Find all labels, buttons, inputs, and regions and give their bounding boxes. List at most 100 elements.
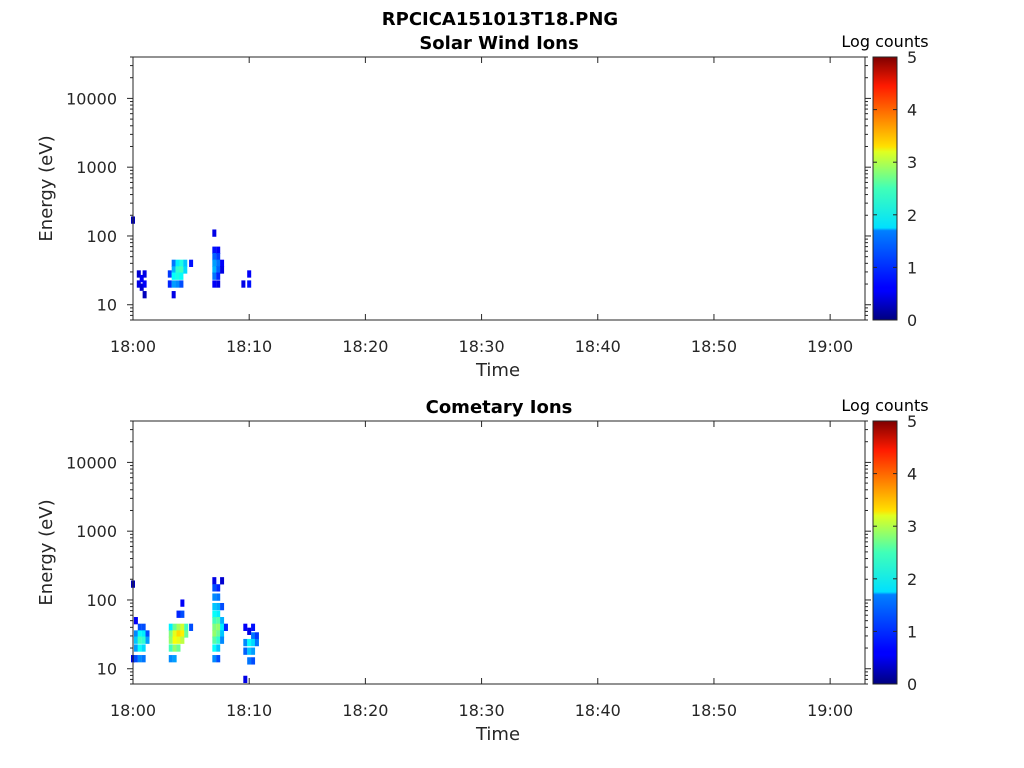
data-cell: [183, 259, 188, 267]
x-tick-label: 18:40: [575, 337, 621, 356]
data-cell: [212, 266, 217, 274]
plot-frame: [132, 56, 866, 321]
x-tick-label: 18:10: [226, 701, 272, 720]
data-cell: [212, 584, 217, 592]
data-cell: [137, 644, 142, 652]
data-cell: [247, 270, 252, 278]
data-cell: [212, 617, 217, 625]
y-tick-label: 10: [97, 296, 117, 315]
data-cell: [168, 644, 173, 652]
data-cell: [141, 655, 146, 663]
data-cell: [179, 266, 184, 274]
data-cell: [243, 638, 248, 647]
data-cell: [243, 623, 248, 631]
data-cell: [176, 636, 181, 644]
x-tick-label: 18:00: [110, 701, 156, 720]
data-cell: [167, 280, 172, 288]
data-cell: [171, 259, 176, 267]
data-cell: [212, 253, 217, 261]
data-cell: [175, 259, 180, 267]
data-cell: [220, 630, 225, 638]
data-cell: [184, 630, 189, 638]
data-cell: [133, 636, 138, 644]
cometary-ions-panel: Cometary Ions 18:00 18:10 18:20 18:30 18:40 18…: [36, 396, 929, 745]
data-cell: [247, 280, 252, 288]
data-cell: [175, 266, 180, 274]
data-cell: [212, 229, 217, 237]
plot-frame: [132, 420, 866, 685]
data-cell: [220, 636, 225, 644]
data-cell: [168, 630, 173, 638]
y-axis-label: Energy (eV): [36, 499, 57, 605]
x-tick-label: 18:40: [575, 701, 621, 720]
data-cell: [216, 644, 221, 652]
data-cell: [251, 623, 256, 631]
data-cell: [136, 280, 141, 288]
data-cell: [136, 270, 141, 278]
data-cell: [180, 599, 185, 607]
figure-title: RPCICA151013T18.PNG: [382, 9, 618, 30]
data-cell: [223, 623, 228, 631]
y-tick-label: 1000: [76, 522, 117, 541]
data-cell: [180, 636, 185, 644]
data-cell: [216, 593, 221, 601]
data-cell: [212, 272, 217, 280]
data-cell: [241, 280, 246, 288]
data-cell: [180, 630, 185, 638]
data-cell: [142, 270, 147, 278]
data-cell: [251, 638, 256, 647]
y-tick-label: 10000: [66, 453, 117, 472]
data-cell: [212, 246, 217, 254]
data-cell: [133, 617, 138, 625]
data-cell: [243, 647, 248, 655]
x-tick-label: 18:20: [342, 337, 388, 356]
data-cell: [216, 272, 221, 280]
data-cell: [139, 283, 144, 291]
data-cell: [167, 270, 172, 278]
colorbar-tick-label: 3: [907, 153, 917, 172]
data-cell: [216, 630, 221, 638]
data-cell: [212, 644, 217, 652]
data-cell: [137, 655, 142, 663]
data-cell: [247, 627, 252, 635]
data-cell: [251, 632, 256, 640]
colorbar-tick-label: 1: [907, 622, 917, 641]
x-tick-label: 19:00: [807, 337, 853, 356]
y-tick-label: 100: [86, 227, 117, 246]
colorbar-tick-label: 1: [907, 258, 917, 277]
data-cell: [247, 638, 252, 647]
colorbar-label: Log counts: [841, 396, 928, 415]
data-cell: [220, 259, 225, 267]
y-tick-label: 100: [86, 591, 117, 610]
data-cell: [176, 610, 181, 618]
data-cell: [251, 657, 256, 665]
data-cell: [171, 280, 176, 288]
data-cell: [179, 259, 184, 267]
data-cell: [220, 266, 225, 274]
data-cell: [137, 630, 142, 638]
data-cell: [176, 630, 181, 638]
data-cells: [131, 577, 259, 684]
data-cell: [212, 602, 217, 611]
data-cell: [172, 644, 177, 652]
data-cell: [176, 644, 181, 652]
data-cell: [184, 623, 189, 631]
colorbar-tick-label: 2: [907, 206, 917, 225]
x-tick-label: 18:50: [691, 337, 737, 356]
data-cell: [179, 272, 184, 280]
colorbar-tick-label: 4: [907, 101, 917, 120]
data-cell: [189, 259, 194, 267]
data-cell: [168, 623, 173, 631]
colorbar-tick-label: 0: [907, 311, 917, 330]
y-tick-label: 1000: [76, 158, 117, 177]
x-tick-label: 18:10: [226, 337, 272, 356]
x-axis-label: Time: [475, 360, 520, 381]
colorbar-tick-label: 5: [907, 412, 917, 431]
data-cell: [216, 636, 221, 644]
data-cell: [216, 266, 221, 274]
data-cell: [141, 630, 146, 638]
data-cell: [216, 280, 221, 288]
data-cell: [243, 675, 248, 684]
data-cell: [139, 274, 144, 283]
